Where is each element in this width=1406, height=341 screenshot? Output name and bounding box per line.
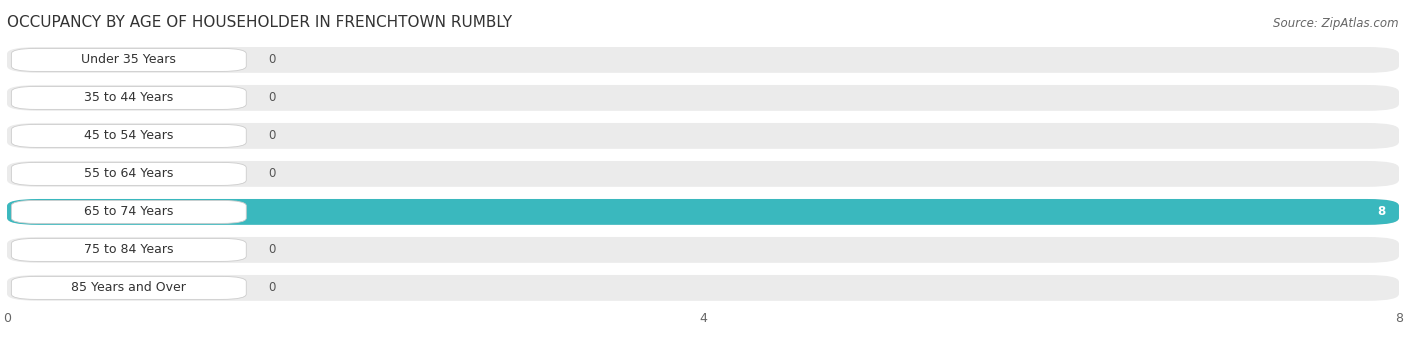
Text: 0: 0 — [269, 281, 276, 294]
Text: 0: 0 — [269, 130, 276, 143]
FancyBboxPatch shape — [11, 277, 246, 299]
FancyBboxPatch shape — [7, 161, 1399, 187]
Text: OCCUPANCY BY AGE OF HOUSEHOLDER IN FRENCHTOWN RUMBLY: OCCUPANCY BY AGE OF HOUSEHOLDER IN FRENC… — [7, 15, 512, 30]
FancyBboxPatch shape — [7, 275, 1399, 301]
Text: 85 Years and Over: 85 Years and Over — [72, 281, 186, 294]
Text: 35 to 44 Years: 35 to 44 Years — [84, 91, 173, 104]
FancyBboxPatch shape — [11, 48, 246, 71]
FancyBboxPatch shape — [11, 238, 246, 262]
Text: 45 to 54 Years: 45 to 54 Years — [84, 130, 173, 143]
Text: 0: 0 — [269, 91, 276, 104]
FancyBboxPatch shape — [7, 237, 1399, 263]
FancyBboxPatch shape — [7, 123, 1399, 149]
FancyBboxPatch shape — [7, 199, 1399, 225]
FancyBboxPatch shape — [11, 201, 246, 223]
Text: 55 to 64 Years: 55 to 64 Years — [84, 167, 173, 180]
Text: 0: 0 — [269, 54, 276, 66]
FancyBboxPatch shape — [7, 47, 1399, 73]
Text: Under 35 Years: Under 35 Years — [82, 54, 176, 66]
FancyBboxPatch shape — [11, 162, 246, 186]
Text: Source: ZipAtlas.com: Source: ZipAtlas.com — [1274, 17, 1399, 30]
FancyBboxPatch shape — [11, 124, 246, 147]
FancyBboxPatch shape — [11, 86, 246, 109]
Text: 65 to 74 Years: 65 to 74 Years — [84, 205, 173, 218]
FancyBboxPatch shape — [7, 199, 1399, 225]
Text: 0: 0 — [269, 167, 276, 180]
Text: 0: 0 — [269, 243, 276, 256]
Text: 75 to 84 Years: 75 to 84 Years — [84, 243, 173, 256]
Text: 8: 8 — [1376, 205, 1385, 218]
FancyBboxPatch shape — [7, 85, 1399, 111]
